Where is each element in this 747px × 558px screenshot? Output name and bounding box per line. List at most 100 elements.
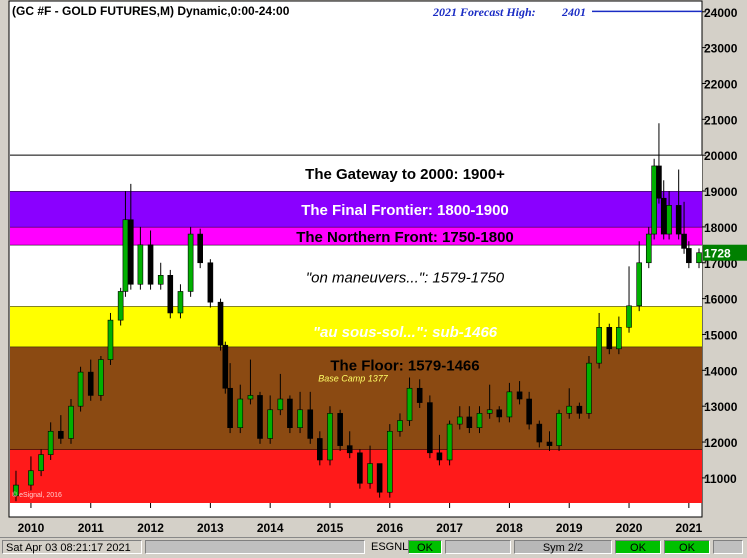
x-tick-label: 2013 [197,521,224,535]
status-sym: Sym 2/2 [514,540,612,554]
candle-body [177,291,184,314]
x-axis: 2010 2011 2012 2013 2014 2015 2016 2017 2018 2019… [18,503,703,535]
candle-body [675,205,682,235]
candle-body [456,416,463,425]
candle-body [476,413,483,429]
x-tick-label: 2011 [78,521,104,535]
y-tick-label: 22000 [704,77,738,91]
status-esgnl-label: ESGNL: [371,541,412,553]
candle-body [87,371,94,396]
x-tick-label: 2020 [616,521,643,535]
status-ok-1: OK [408,540,442,554]
candle-body [128,219,134,285]
candle-body [526,398,532,425]
status-ok-3: OK [664,540,710,554]
status-bar: Sat Apr 03 08:21:17 2021 ESGNL: OK Sym 2… [0,537,747,558]
candle-body [77,371,84,407]
x-tick-label: 2017 [436,521,463,535]
candle-body [446,423,453,461]
candle-body [466,416,473,429]
candle-body [167,275,174,314]
y-tick-label: 18000 [704,221,738,235]
x-tick-label: 2019 [556,521,583,535]
candle-body [307,409,314,439]
candle-body [247,395,254,400]
candle-body [346,445,353,454]
gateway-zone [10,155,702,192]
candle-body [122,219,129,292]
candle-body [406,387,413,421]
y-tick-label: 14000 [704,364,738,378]
candle-body [626,305,632,328]
candle-body [157,275,164,285]
x-tick-label: 2021 [675,521,702,535]
y-tick-label: 11000 [704,472,737,486]
candle-body [357,452,363,484]
candle-body [397,420,403,432]
candle-body [217,301,224,346]
forecast-label: 2021 Forecast High: [432,5,536,19]
zone-label: "au sous-sol...": sub-1466 [313,324,498,341]
candle-body [566,405,573,414]
chart: "au sous-sol...": sub-1466 The Floor: 157… [8,0,747,535]
candle-body [616,326,622,350]
candle-body [651,165,657,235]
candle-body [496,409,503,418]
x-tick-label: 2010 [18,521,45,535]
candle-body [367,463,373,484]
candle-body [38,454,44,472]
status-blank [145,540,365,554]
magenta-zone [10,226,702,245]
candle-body [586,362,592,414]
y-tick-label: 24000 [704,6,738,20]
candle-body [486,409,493,414]
candle-body [596,326,602,364]
candle-body [327,413,333,461]
x-tick-label: 2012 [137,521,164,535]
status-blank-2 [445,540,511,554]
y-tick-label: 21000 [704,113,738,127]
x-tick-label: 2015 [317,521,344,535]
y-tick-label: 12000 [704,436,738,450]
last-price-label: 1728 [704,247,731,261]
candle-body [436,452,443,461]
y-tick-label: 20000 [704,149,738,163]
candle-body [576,405,583,414]
candle-body [556,413,562,446]
forecast-value: 2401 [561,5,586,19]
y-tick-label: 15000 [704,328,738,342]
x-tick-label: 2018 [496,521,523,535]
candle-body [13,484,19,497]
candle-body [58,430,64,439]
y-tick-label: 19000 [704,185,738,199]
candle-body [237,398,244,428]
candle-body [546,441,553,446]
zones-group [10,154,702,503]
candle-body [686,248,692,264]
candle-body [317,438,323,461]
candle-body [207,262,214,303]
candle-body [696,252,702,264]
candle-body [516,391,523,400]
y-axis: 1100012000130001400015000160001700018000… [702,6,747,486]
candle-body [386,430,393,493]
candle-body [47,430,54,455]
zone-label: "on maneuvers...": 1579-1750 [306,269,505,286]
candle-body [645,233,652,264]
watermark: © eSignal, 2016 [12,491,62,499]
candle-body [427,402,433,454]
yellow-zone [10,306,702,347]
candle-body [107,319,114,360]
candle-body [227,387,233,428]
base-camp-label: Base Camp 1377 [318,374,389,384]
candle-body [187,233,194,292]
status-timestamp: Sat Apr 03 08:21:17 2021 [2,540,142,554]
last-price-tag [703,244,747,261]
y-tick-label: 16000 [704,293,738,307]
status-ok-2: OK [615,540,661,554]
candle-body [681,233,687,249]
candle-body [656,165,662,199]
candle-body [666,205,672,235]
zone-label: The Gateway to 2000: 1900+ [305,166,505,183]
status-blank-3 [713,540,743,554]
